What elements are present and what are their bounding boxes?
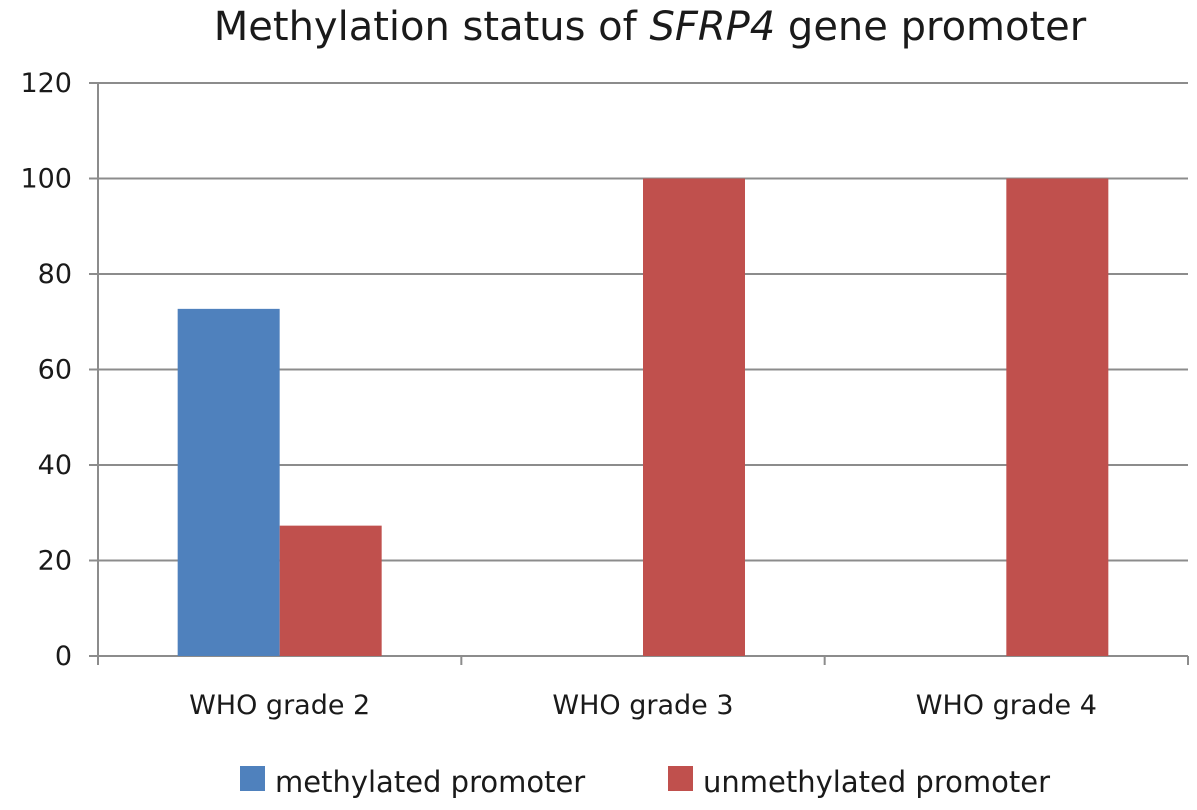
chart-title: Methylation status of SFRP4 gene promote…: [0, 4, 1197, 50]
y-tick-label: 0: [55, 641, 72, 672]
legend-swatch: [240, 766, 265, 791]
axis-labels: 0 20 40 60 80 100 120 WHO grade 2 WHO grade 3 WHO…: [20, 68, 1096, 721]
chart-title-prefix: Methylation status of: [213, 4, 650, 50]
legend-label: methylated promoter: [275, 765, 585, 799]
x-category-label: WHO grade 3: [552, 690, 733, 721]
y-tick-label: 80: [38, 259, 72, 290]
bar-unmethylated-promoter-3: [1006, 178, 1109, 656]
chart-title-suffix: gene promoter: [775, 4, 1087, 50]
bars: [177, 178, 1109, 656]
bar-unmethylated-promoter-2: [643, 178, 745, 656]
x-category-label: WHO grade 4: [916, 690, 1097, 721]
x-category-label: WHO grade 2: [189, 690, 370, 721]
legend-label: unmethylated promoter: [703, 765, 1050, 799]
y-tick-label: 20: [38, 546, 72, 577]
y-tick-label: 40: [38, 450, 72, 481]
legend-swatch: [668, 766, 693, 791]
y-tick-label: 100: [20, 164, 72, 195]
legend: methylated promoter unmethylated promoter: [240, 765, 1050, 799]
y-tick-label: 60: [38, 355, 72, 386]
bar-methylated-promoter-1: [177, 308, 280, 656]
bar-unmethylated-promoter-1: [279, 525, 382, 656]
chart-title-gene: SFRP4: [649, 4, 776, 50]
y-tick-label: 120: [20, 68, 72, 99]
